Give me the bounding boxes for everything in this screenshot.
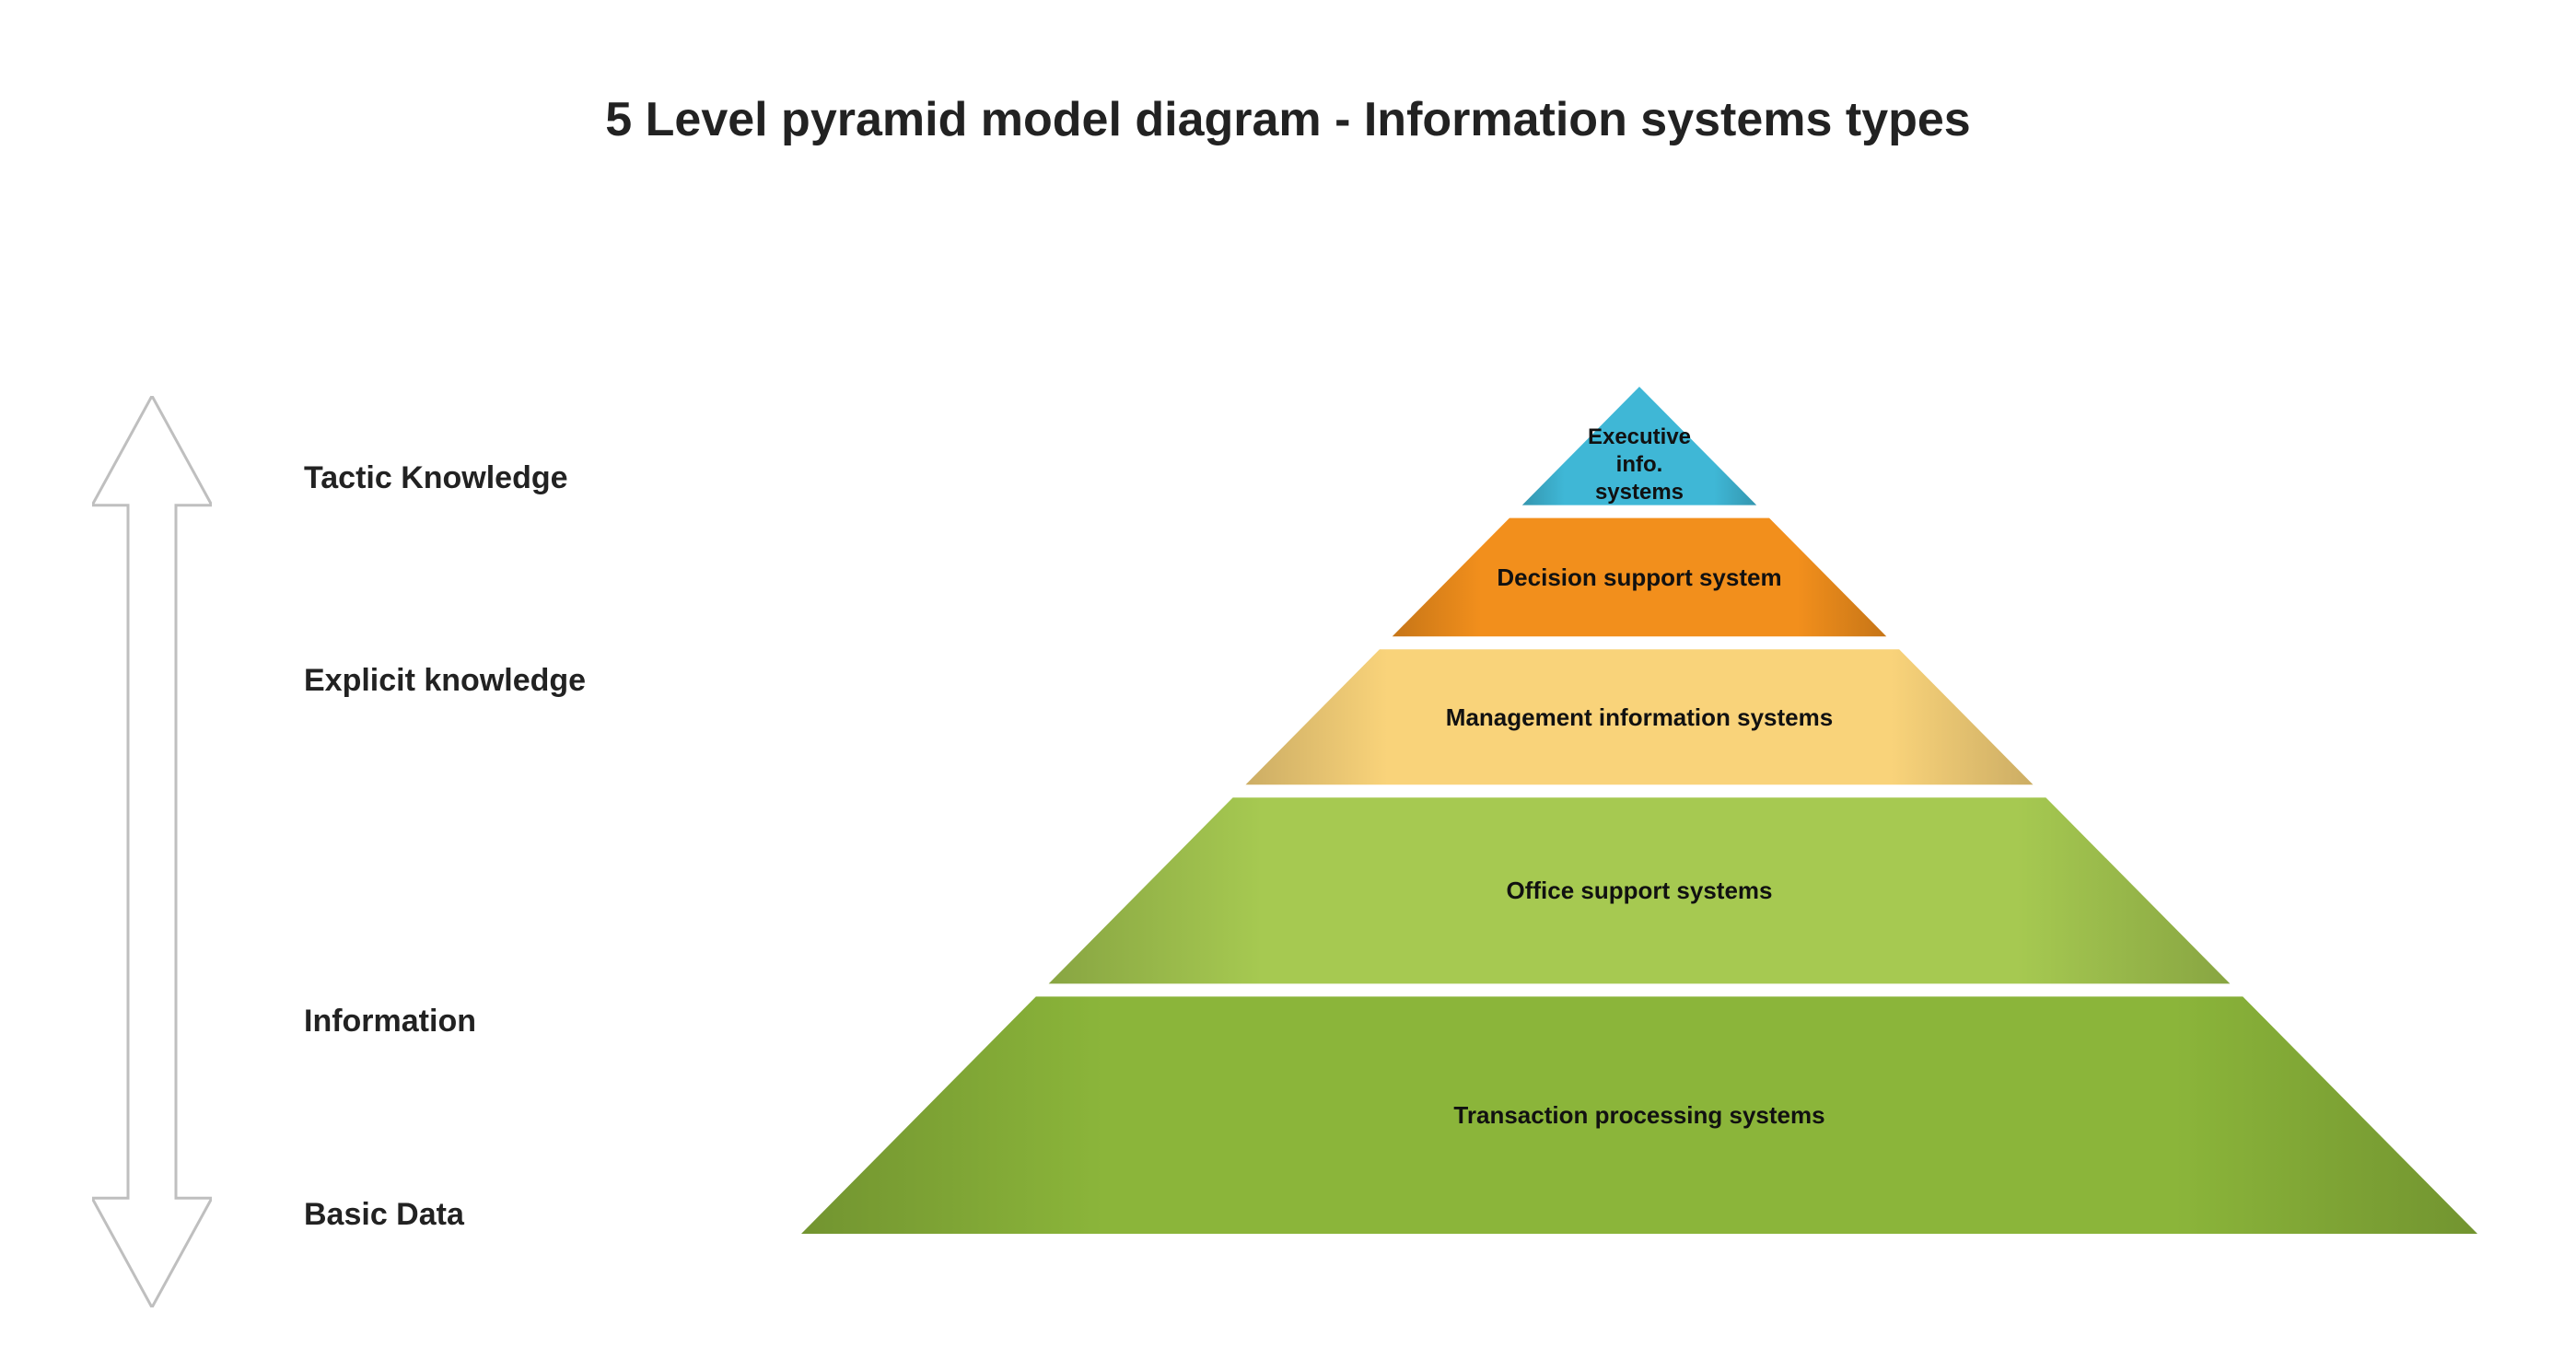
pyramid-label-management-information-systems: Management information systems	[1446, 702, 1833, 732]
pyramid-label-decision-support-system: Decision support system	[1497, 563, 1781, 593]
side-label-1: Explicit knowledge	[304, 663, 586, 699]
pyramid-label-executive-info-systems: Executive info. systems	[1588, 424, 1691, 506]
vertical-double-arrow	[92, 396, 212, 1307]
side-label-3: Basic Data	[304, 1197, 464, 1233]
pyramid-label-transaction-processing-systems: Transaction processing systems	[1453, 1100, 1824, 1131]
pyramid-label-office-support-systems: Office support systems	[1507, 876, 1773, 906]
pyramid: Executive info. systems Decision support …	[801, 387, 2477, 1234]
diagram-canvas: 5 Level pyramid model diagram - Informat…	[0, 0, 2576, 1359]
double-arrow-icon	[92, 396, 212, 1307]
side-label-0: Tactic Knowledge	[304, 460, 568, 496]
side-label-2: Information	[304, 1004, 476, 1040]
diagram-title: 5 Level pyramid model diagram - Informat…	[0, 92, 2576, 147]
